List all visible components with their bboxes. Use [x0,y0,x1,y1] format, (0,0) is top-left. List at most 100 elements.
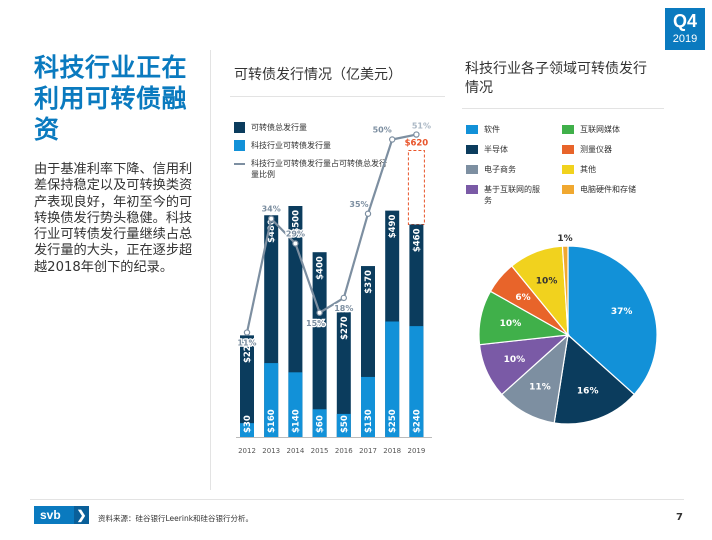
bar-tech-2014 [288,372,303,437]
legend-ratio-swatch [234,163,245,165]
bar-total-2014 [288,206,303,437]
pie-label-6: 10% [536,276,558,286]
bar-tech-label-2017: $130 [364,409,374,433]
quarter-badge: Q4 2019 [665,8,705,50]
bar-tech-2012 [240,423,254,437]
badge-year: 2019 [672,33,698,45]
legend-internet-services-label: 基于互联网的服务 [484,185,540,205]
legend-other-label: 其他 [580,165,596,174]
ratio-label-2017: 35% [349,200,368,209]
legend-total-swatch [234,122,245,133]
bar-total-2016 [336,312,351,437]
column-divider [210,50,211,490]
bar-tech-2018 [385,321,400,437]
legend-internet-media: 互联网媒体 [562,124,620,135]
ratio-point-2013 [268,215,275,222]
bar-tech-label-2013: $160 [267,409,277,433]
legend-semiconductor-label: 半导体 [484,145,508,154]
ratio-point-2016 [340,294,347,302]
bar-total-2018 [385,210,400,437]
bar-total-2012 [240,335,254,437]
pie-chart-title-rule [462,108,664,109]
bar-tech-label-2014: $140 [291,409,301,433]
pie-slice-5 [489,265,569,336]
legend-tech: 科技行业可转债发行量 [234,140,391,151]
legend-hardware-swatch [562,185,574,194]
page-number: 7 [676,512,683,523]
bar-tech-label-2018: $250 [388,409,398,433]
legend-internet-services-swatch [466,185,478,194]
page-headline: 科技行业正在利用可转债融资 [34,53,188,144]
legend-measurement-label: 测量仪器 [580,145,612,154]
pie-slice-3 [478,334,570,396]
bar-total-label-2016: $270 [340,316,350,340]
legend-other-swatch [562,165,574,174]
ratio-label-2013: 34% [262,205,281,214]
pie-label-4: 10% [500,319,522,329]
legend-internet-media-swatch [562,125,574,134]
source-note: 资料来源：硅谷银行Leerink和硅谷银行分析。 [98,514,254,523]
pie-slice-1 [553,333,636,425]
legend-total: 可转债总发行量 [234,122,391,133]
legend-internet-media-label: 互联网媒体 [580,125,620,134]
bar-tech-label-2016: $50 [340,415,350,433]
x-tick-2014: 2014 [286,447,304,455]
legend-ratio: 科技行业可转债发行量占可转债总发行量比例 [234,158,391,180]
pie-label-2: 11% [529,383,551,393]
bar-total-label-2015: $400 [316,256,326,280]
bar-tech-2017 [361,376,375,437]
bar-total-2013 [264,215,279,437]
legend-software-label: 软件 [484,125,500,134]
ratio-point-2017 [364,210,372,217]
legend-total-label: 可转债总发行量 [251,123,307,132]
bar-tech-2019 [409,326,424,437]
ratio-label-2014: 29% [286,229,305,238]
chevron-right-icon: ❯ [74,506,89,524]
legend-ecommerce: 电子商务 [466,164,516,175]
legend-tech-label: 科技行业可转债发行量 [251,141,331,150]
pie-slice-0 [567,245,658,396]
bar-total-2015 [312,252,327,437]
legend-semiconductor-swatch [466,145,478,154]
ratio-point-2012 [243,329,251,336]
bar-tech-label-2019: $240 [412,409,422,433]
pie-label-3: 10% [504,355,526,365]
ratio-label-2016: 18% [334,304,353,313]
pie-chart-title: 科技行业各子领域可转债发行情况 [465,61,647,96]
x-tick-2015: 2015 [311,447,329,455]
bar-tech-2015 [312,409,327,437]
projection-label: $620 [405,139,429,149]
footer-rule [30,499,684,500]
bar-tech-label-2012: $30 [243,415,253,433]
pie-slice-4 [478,290,570,346]
legend-semiconductor: 半导体 [466,144,508,155]
bar-total-label-2012: $220 [243,339,253,363]
legend-software-swatch [466,125,478,134]
bar-total-2019 [409,224,424,437]
ratio-label-2015: 15% [306,319,325,328]
bar-tech-label-2015: $60 [316,415,326,433]
legend-software: 软件 [466,124,500,135]
ratio-point-2014 [292,240,299,247]
ratio-point-2015 [316,309,323,316]
legend-ecommerce-swatch [466,165,478,174]
legend-internet-services: 基于互联网的服务 [466,184,546,206]
pie-label-1: 16% [577,386,599,396]
legend-measurement: 测量仪器 [562,144,612,155]
bar-total-label-2014: $500 [291,210,301,234]
legend-hardware-label: 电脑硬件和存储 [580,185,636,194]
bar-total-2017 [361,266,375,437]
ratio-label-2012: 11% [237,339,256,348]
ratio-point-2019 [413,131,420,138]
legend-ecommerce-label: 电子商务 [484,165,516,174]
bar-tech-2013 [264,363,279,437]
legend-ratio-label: 科技行业可转债发行量占可转债总发行量比例 [251,159,387,179]
bar-tech-2016 [336,413,351,437]
bar-chart-legend: 可转债总发行量 科技行业可转债发行量 科技行业可转债发行量占可转债总发行量比例 [234,122,391,187]
x-tick-2018: 2018 [383,447,401,455]
bar-total-label-2019: $460 [412,228,422,252]
x-tick-2016: 2016 [335,447,353,455]
pie-slice-6 [510,245,569,337]
legend-tech-swatch [234,140,245,151]
bar-total-label-2013: $480 [267,219,277,243]
